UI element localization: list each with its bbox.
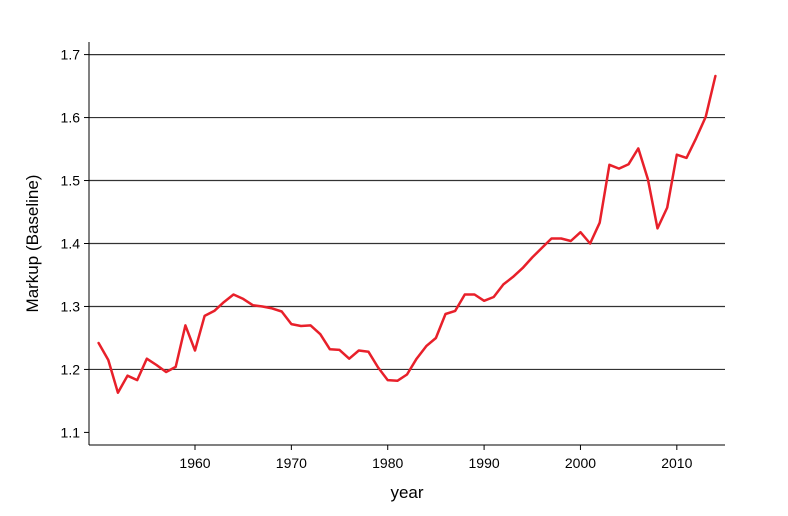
- x-tick-label: 1990: [469, 455, 500, 471]
- y-tick-label: 1.3: [61, 298, 81, 314]
- y-tick-label: 1.5: [61, 173, 81, 189]
- y-tick-label: 1.6: [61, 110, 81, 126]
- x-tick-label: 2000: [565, 455, 596, 471]
- x-tick-label: 2010: [661, 455, 692, 471]
- y-tick-label: 1.7: [61, 47, 81, 63]
- x-ticks: 1960 1970 1980 1990 2000 2010: [179, 445, 693, 471]
- y-axis-label: Markup (Baseline): [23, 175, 42, 313]
- x-tick-label: 1970: [276, 455, 307, 471]
- series-group: [97, 74, 717, 394]
- x-axis-label: year: [390, 483, 423, 502]
- y-tick-label: 1.2: [61, 361, 81, 377]
- series-line: [97, 74, 717, 394]
- y-tick-label: 1.4: [61, 236, 81, 252]
- x-tick-label: 1960: [179, 455, 210, 471]
- grid-lines: [89, 53, 725, 371]
- y-tick-label: 1.1: [61, 424, 81, 440]
- y-ticks: 1.1 1.2 1.3 1.4 1.5 1.6 1.7: [61, 47, 89, 440]
- x-tick-label: 1980: [372, 455, 403, 471]
